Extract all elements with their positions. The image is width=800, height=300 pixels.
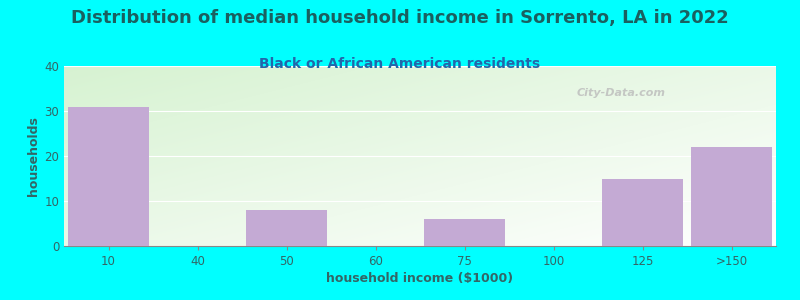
Text: City-Data.com: City-Data.com [577, 88, 666, 98]
Y-axis label: households: households [27, 116, 40, 196]
X-axis label: household income ($1000): household income ($1000) [326, 272, 514, 285]
Bar [691, 147, 771, 246]
Text: Distribution of median household income in Sorrento, LA in 2022: Distribution of median household income … [71, 9, 729, 27]
Bar [425, 219, 505, 246]
Bar [69, 106, 149, 246]
Text: Black or African American residents: Black or African American residents [259, 57, 541, 71]
Bar [246, 210, 326, 246]
Bar [602, 178, 682, 246]
